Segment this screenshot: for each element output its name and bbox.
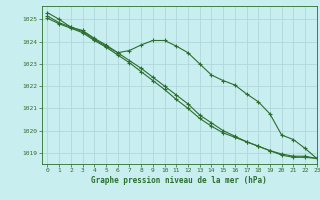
X-axis label: Graphe pression niveau de la mer (hPa): Graphe pression niveau de la mer (hPa) <box>91 176 267 185</box>
